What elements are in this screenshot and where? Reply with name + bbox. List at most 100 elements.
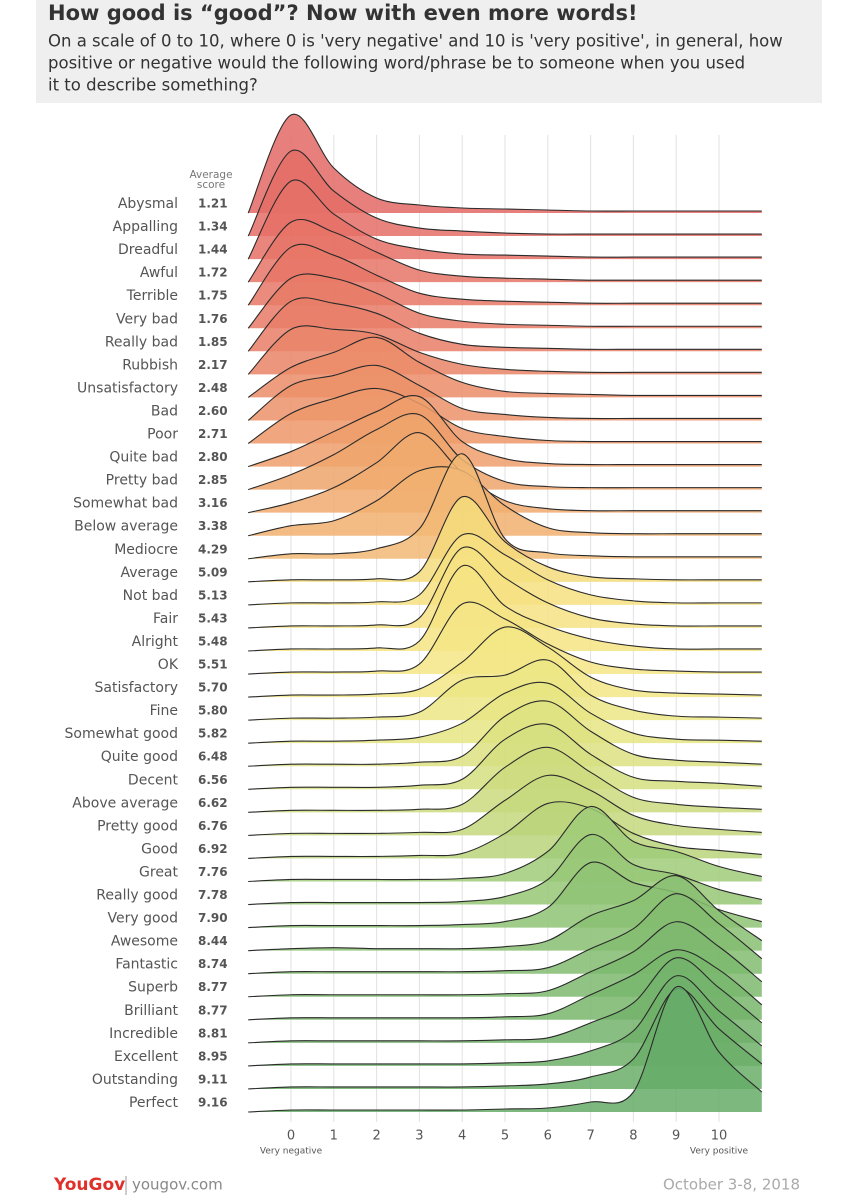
score-label: 2.80 (198, 450, 228, 464)
ridge-line (248, 921, 763, 998)
ridge-area (248, 626, 762, 698)
ridge-area (248, 682, 762, 744)
score-label: 6.48 (198, 750, 228, 764)
score-label: 5.43 (198, 611, 228, 625)
score-label: 2.48 (198, 381, 228, 395)
ridge-line (248, 723, 762, 790)
word-label: Average (121, 565, 179, 581)
word-label: Outstanding (92, 1072, 178, 1088)
word-label: Quite good (101, 749, 178, 765)
ridge-area (248, 988, 762, 1089)
ridge-line (247, 325, 762, 375)
score-label: 1.76 (198, 312, 228, 326)
score-label: 7.76 (198, 865, 228, 879)
word-label: Superb (128, 980, 178, 996)
ridge-area (248, 466, 762, 536)
score-label: 1.44 (198, 243, 228, 257)
word-label: OK (158, 657, 179, 673)
score-label: 1.75 (198, 289, 228, 303)
ridge-line (247, 387, 762, 444)
score-label: 9.11 (198, 1072, 228, 1086)
score-label: 8.95 (198, 1049, 228, 1063)
score-label: 8.77 (198, 1003, 228, 1017)
ridge-line (248, 700, 762, 767)
word-label: Very bad (116, 311, 178, 327)
ridge-line (247, 297, 762, 352)
word-label: Mediocre (114, 542, 178, 558)
score-label: 5.82 (198, 727, 228, 741)
subtitle: it to describe something? (48, 76, 258, 95)
word-label: Below average (74, 519, 178, 535)
ridge-line (248, 986, 763, 1113)
ridge-area (248, 723, 762, 790)
x-tick-label: 1 (330, 1129, 338, 1144)
word-label: Awesome (111, 934, 178, 950)
ridge-area (248, 533, 762, 605)
score-label: 9.16 (198, 1096, 228, 1110)
word-label: Pretty bad (106, 473, 178, 489)
ridge-line (248, 453, 762, 560)
header-box (36, 0, 822, 103)
score-label: 1.72 (198, 266, 228, 280)
score-label: 6.92 (198, 842, 228, 856)
brand: YouGov (53, 1175, 125, 1195)
ridge-line (248, 975, 763, 1067)
score-label: 6.76 (198, 819, 228, 833)
ridge-area (248, 659, 762, 721)
ridge-line (247, 113, 762, 214)
score-label: 6.56 (198, 773, 228, 787)
score-label: 4.29 (198, 542, 228, 556)
ridge-area (248, 565, 762, 651)
word-label: Perfect (129, 1095, 179, 1111)
ridge-line (248, 466, 762, 537)
x-tick-label: 2 (372, 1129, 380, 1144)
ridge-line (248, 532, 762, 606)
score-header: score (197, 179, 225, 191)
word-label: Above average (72, 795, 178, 811)
ridge-line (248, 681, 762, 744)
score-label: 6.62 (198, 796, 228, 810)
word-label: Fantastic (115, 957, 178, 973)
date: October 3-8, 2018 (663, 1176, 800, 1194)
ridge-line (247, 218, 762, 283)
ridge-line (247, 273, 762, 329)
score-label: 5.13 (198, 588, 228, 602)
chart-title: How good is “good”? Now with even more w… (48, 1, 638, 25)
word-label: Fair (153, 611, 178, 627)
score-label: 3.16 (198, 496, 228, 510)
ridge-area (248, 546, 762, 628)
score-header: Average (189, 169, 232, 181)
score-label: 1.21 (198, 197, 228, 211)
word-label: Appalling (113, 219, 178, 235)
ridge-area (248, 244, 762, 306)
x-tick-label: 3 (415, 1129, 423, 1144)
ridge-line (248, 601, 762, 675)
x-end-label: Very negative (260, 1147, 323, 1157)
ridge-line (247, 364, 762, 421)
x-tick-label: 6 (544, 1129, 552, 1144)
score-label: 5.80 (198, 704, 228, 718)
ridge-line (248, 746, 762, 813)
x-tick-label: 7 (586, 1129, 594, 1144)
score-label: 8.44 (198, 934, 228, 948)
word-label: Rubbish (122, 357, 178, 373)
word-label: Alright (132, 634, 179, 650)
word-label: Great (139, 864, 178, 880)
ridge-line (248, 496, 762, 583)
word-label: Satisfactory (95, 680, 178, 696)
ridge-line (248, 875, 763, 952)
score-label: 7.78 (198, 888, 228, 902)
ridge-line (248, 805, 762, 883)
word-label: Dreadful (118, 242, 178, 258)
word-label: Terrible (126, 288, 178, 304)
ridge-area (248, 219, 762, 283)
word-label: Fine (150, 703, 178, 719)
ridge-line (247, 179, 762, 260)
ridge-line (248, 432, 762, 514)
word-label: Quite bad (109, 450, 178, 466)
ridge-line (248, 893, 763, 975)
score-label: 2.71 (198, 427, 228, 441)
ridge-line (248, 774, 762, 836)
